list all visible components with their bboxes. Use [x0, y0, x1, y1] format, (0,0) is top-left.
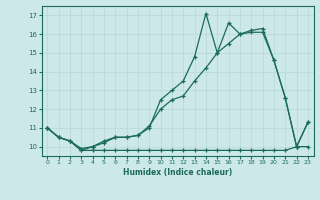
X-axis label: Humidex (Indice chaleur): Humidex (Indice chaleur)	[123, 168, 232, 177]
